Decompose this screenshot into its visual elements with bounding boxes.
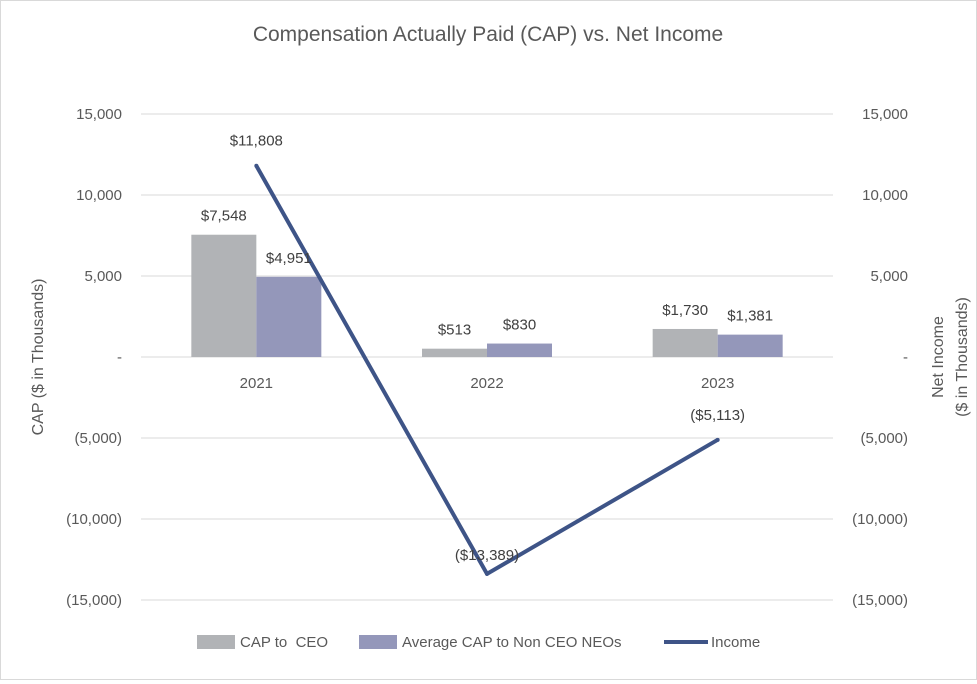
bar-avg-cap-neo-2021 (256, 276, 322, 357)
data-label: $7,548 (201, 208, 247, 225)
legend-label: Income (711, 634, 760, 651)
data-label: $1,730 (662, 302, 708, 319)
income-point-2023 (715, 437, 720, 442)
y-tick-label: 5,000 (84, 268, 122, 285)
legend-label: CAP to CEO (240, 634, 328, 651)
income-point-2021 (254, 163, 259, 168)
x-axis-ticks: 2021 2022 2023 (240, 375, 735, 392)
income-point-2022 (485, 571, 489, 576)
legend-swatch (197, 635, 235, 649)
x-tick-label: 2021 (240, 375, 273, 392)
bar-avg-cap-neo-2023 (717, 334, 783, 357)
bar-series (191, 234, 783, 357)
data-label: ($13,389) (455, 547, 519, 564)
bar-cap-ceo-2021 (191, 234, 257, 357)
line-series (254, 163, 720, 576)
y-tick-label: 15,000 (76, 106, 122, 123)
y2-tick-label: 5,000 (870, 268, 908, 285)
chart-title: Compensation Actually Paid (CAP) vs. Net… (253, 23, 723, 46)
y-tick-label: 10,000 (76, 187, 122, 204)
y-tick-label: (10,000) (66, 511, 122, 528)
y2-tick-label: (15,000) (852, 592, 908, 609)
data-label: $11,808 (230, 133, 283, 150)
y2-axis-title-line2: ($ in Thousands) (954, 297, 971, 417)
y2-tick-label: (5,000) (860, 430, 908, 447)
income-line (254, 164, 719, 576)
data-labels: $7,548 $4,951 $513 $830 $1,730 $1,381 $11,808 (… (201, 133, 773, 564)
data-label: $513 (438, 322, 471, 339)
y2-tick-label: 15,000 (862, 106, 908, 123)
x-tick-label: 2022 (470, 375, 503, 392)
y-tick-label: (15,000) (66, 592, 122, 609)
y2-tick-label: 10,000 (862, 187, 908, 204)
y-tick-label: - (117, 349, 122, 366)
y-tick-label: (5,000) (74, 430, 122, 447)
legend: CAP to CEO Average CAP to Non CEO NEOs Inc… (197, 634, 760, 651)
data-label: $830 (503, 317, 536, 334)
x-tick-label: 2023 (701, 375, 734, 392)
y2-axis-title-line1: Net Income (930, 316, 947, 398)
bar-cap-ceo-2023 (652, 328, 718, 357)
right-axis-ticks: 15,000 10,000 5,000 - (5,000) (10,000) (15,000… (852, 106, 908, 609)
y2-tick-label: - (903, 349, 908, 366)
data-label: $4,951 (266, 250, 312, 267)
bar-avg-cap-neo-2022 (487, 343, 552, 357)
data-label: $1,381 (727, 308, 773, 325)
legend-label: Average CAP to Non CEO NEOs (402, 634, 622, 651)
left-axis-ticks: 15,000 10,000 5,000 - (5,000) (10,000) (15,000… (66, 106, 122, 609)
bar-cap-ceo-2022 (422, 348, 487, 357)
y2-tick-label: (10,000) (852, 511, 908, 528)
data-label: ($5,113) (690, 407, 745, 424)
legend-swatch (359, 635, 397, 649)
y-axis-title: CAP ($ in Thousands) (30, 279, 47, 436)
